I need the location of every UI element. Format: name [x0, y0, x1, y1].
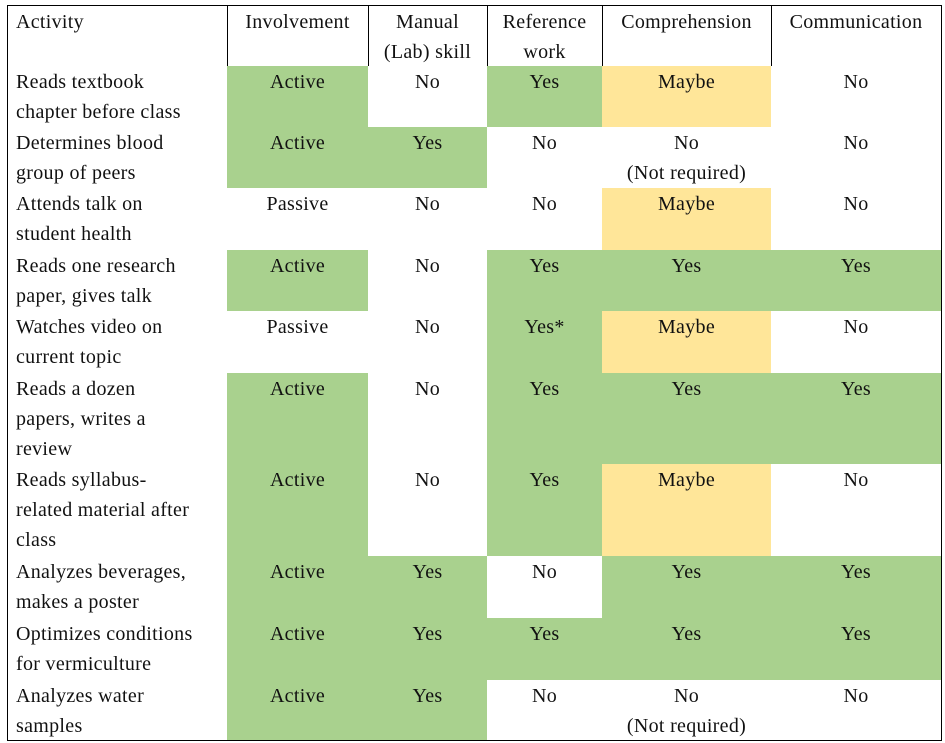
activity-cell: Watches video on current topic — [7, 311, 228, 374]
header-cell: Involvement — [227, 5, 369, 67]
table-cell: Yes* — [487, 311, 603, 374]
table-cell: Active — [227, 680, 369, 741]
table-cell: Active — [227, 66, 369, 128]
table-cell: No — [771, 188, 942, 251]
table-cell: No — [487, 556, 603, 619]
table-cell: No (Not required) — [602, 680, 772, 741]
table-cell: No — [368, 250, 488, 312]
table-cell: Yes — [602, 618, 772, 681]
table-cell: Yes — [368, 556, 488, 619]
table-cell: Passive — [227, 311, 369, 374]
table-cell: Yes — [771, 250, 942, 312]
table-cell: No — [771, 464, 942, 557]
header-cell: Comprehension — [602, 5, 772, 67]
header-cell: Communication — [771, 5, 942, 67]
table-cell: No — [771, 127, 942, 189]
table-cell: Active — [227, 250, 369, 312]
header-cell: Manual (Lab) skill — [368, 5, 488, 67]
table-cell: Yes — [487, 250, 603, 312]
table-cell: Yes — [487, 373, 603, 465]
table-cell: No — [771, 66, 942, 128]
table-cell: Yes — [368, 127, 488, 189]
activity-cell: Analyzes water samples — [7, 680, 228, 741]
table-cell: Yes — [602, 556, 772, 619]
table-cell: Active — [227, 373, 369, 465]
activity-cell: Analyzes beverages, makes a poster — [7, 556, 228, 619]
activity-cell: Reads syllabus- related material after c… — [7, 464, 228, 557]
activity-cell: Reads textbook chapter before class — [7, 66, 228, 128]
table-cell: No (Not required) — [602, 127, 772, 189]
table-cell: Yes — [771, 618, 942, 681]
table-cell: No — [368, 464, 488, 557]
table-cell: Yes — [602, 250, 772, 312]
header-cell: Reference work — [487, 5, 603, 67]
table-cell: Maybe — [602, 66, 772, 128]
table-cell: No — [487, 680, 603, 741]
table-cell: Active — [227, 127, 369, 189]
table-cell: Yes — [771, 556, 942, 619]
table-cell: Passive — [227, 188, 369, 251]
header-cell: Activity — [7, 5, 228, 67]
activity-cell: Determines blood group of peers — [7, 127, 228, 189]
activity-cell: Optimizes conditions for vermiculture — [7, 618, 228, 681]
table-cell: No — [487, 127, 603, 189]
table-cell: No — [487, 188, 603, 251]
activity-cell: Attends talk on student health — [7, 188, 228, 251]
table-cell: Active — [227, 618, 369, 681]
table-cell: Yes — [487, 618, 603, 681]
table-cell: Yes — [368, 618, 488, 681]
table-cell: Yes — [771, 373, 942, 465]
table-cell: No — [368, 188, 488, 251]
activity-cell: Reads a dozen papers, writes a review — [7, 373, 228, 465]
table-cell: Maybe — [602, 188, 772, 251]
table-cell: Yes — [487, 464, 603, 557]
table-cell: Active — [227, 464, 369, 557]
table-cell: No — [771, 311, 942, 374]
table-cell: Yes — [487, 66, 603, 128]
table-cell: No — [368, 66, 488, 128]
table-cell: Maybe — [602, 311, 772, 374]
table-cell: Yes — [368, 680, 488, 741]
table-cell: No — [771, 680, 942, 741]
table-cell: Yes — [602, 373, 772, 465]
table-cell: No — [368, 311, 488, 374]
table-cell: No — [368, 373, 488, 465]
activity-cell: Reads one research paper, gives talk — [7, 250, 228, 312]
table-cell: Active — [227, 556, 369, 619]
table-cell: Maybe — [602, 464, 772, 557]
